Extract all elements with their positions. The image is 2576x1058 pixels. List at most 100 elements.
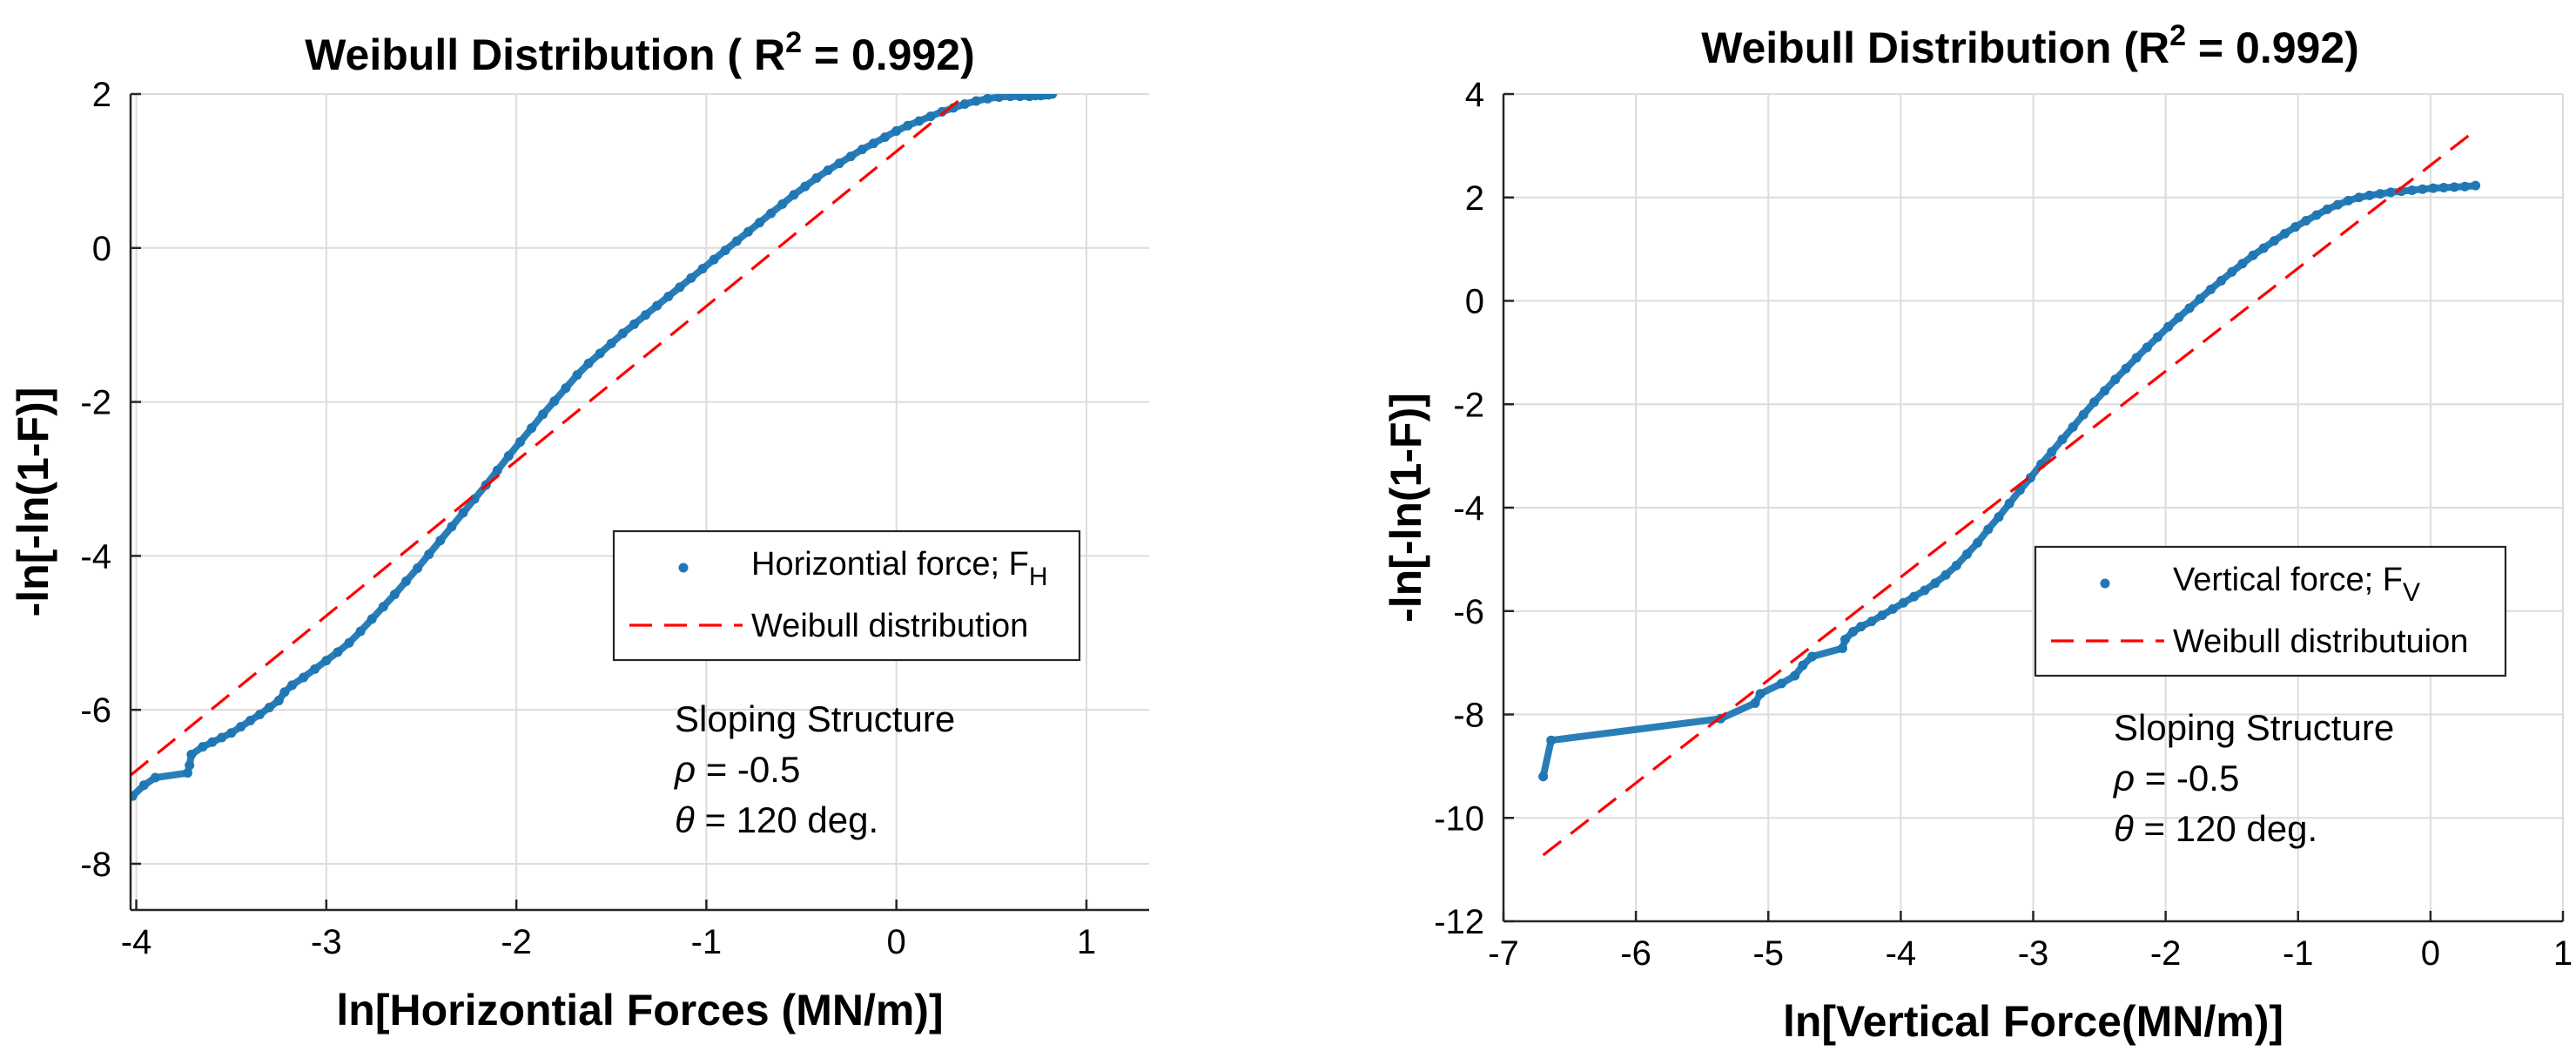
data-point <box>755 218 765 228</box>
annotation-line: ρ = -0.5 <box>2112 758 2239 799</box>
data-point <box>2078 409 2088 420</box>
x-tick-label: -4 <box>121 923 152 961</box>
data-point <box>2088 397 2099 408</box>
data-point <box>447 522 457 532</box>
data-point <box>823 165 833 176</box>
data-point <box>2205 284 2216 294</box>
data-point <box>378 602 388 612</box>
data-point <box>857 145 867 155</box>
data-point <box>207 737 218 747</box>
data-point <box>880 132 891 143</box>
data-point <box>1961 549 1972 559</box>
data-point <box>2174 313 2184 322</box>
y-tick-label: -4 <box>1453 489 1484 528</box>
data-point <box>182 768 192 778</box>
data-point <box>1047 94 1058 99</box>
y-axis-label: -ln[-ln(1-F)] <box>1382 393 1430 623</box>
data-point <box>424 549 434 560</box>
data-point <box>868 138 878 149</box>
data-point <box>344 637 354 648</box>
data-point <box>834 158 844 169</box>
data-point <box>2332 199 2343 210</box>
data-point <box>150 772 160 783</box>
y-tick-label: -8 <box>80 846 111 884</box>
data-point <box>186 749 197 759</box>
data-point <box>606 338 616 348</box>
data-point <box>2375 189 2385 199</box>
legend: Vertical force; FV Weibull distributuion <box>2034 545 2507 677</box>
data-point <box>2216 275 2227 286</box>
data-point <box>492 465 502 475</box>
data-point <box>2057 435 2068 445</box>
legend-box <box>2034 545 2507 677</box>
data-point <box>389 590 400 600</box>
data-point <box>2025 473 2035 483</box>
y-tick-label: -2 <box>80 384 111 422</box>
data-point <box>2344 195 2354 206</box>
data-point <box>2152 332 2162 342</box>
legend-marker-points <box>2100 578 2110 589</box>
data-point <box>982 94 992 104</box>
data-layer <box>1538 129 2481 857</box>
data-point <box>789 190 799 200</box>
data-point <box>2364 190 2375 200</box>
x-tick-label: -1 <box>691 923 723 961</box>
data-point <box>709 254 719 265</box>
legend-label-line: Weibull distributuion <box>2173 623 2468 660</box>
data-layer <box>131 94 1058 801</box>
data-point <box>800 181 810 192</box>
data-point <box>1837 644 1847 653</box>
data-point <box>1856 622 1866 632</box>
data-point <box>641 310 651 320</box>
data-point <box>198 742 208 752</box>
data-point <box>2195 293 2205 304</box>
data-point <box>959 98 970 109</box>
data-point <box>675 282 685 293</box>
y-tick-label: -6 <box>80 691 111 730</box>
data-point <box>549 396 560 407</box>
data-point <box>321 656 332 666</box>
data-point <box>766 208 777 219</box>
data-point <box>2258 243 2269 253</box>
data-point <box>561 383 571 394</box>
data-point <box>572 370 582 381</box>
data-point <box>538 409 548 420</box>
data-point <box>937 106 947 117</box>
data-point <box>2438 182 2449 192</box>
data-point <box>503 450 514 461</box>
x-tick-label: -5 <box>1752 934 1784 973</box>
data-point <box>652 300 662 311</box>
data-point <box>367 614 377 624</box>
data-point <box>2237 259 2248 269</box>
y-tick-label: -6 <box>1453 593 1484 631</box>
data-point <box>1951 561 1961 570</box>
data-point <box>1994 512 2004 522</box>
data-point <box>2047 447 2057 457</box>
data-point <box>279 687 290 697</box>
x-tick-label: -3 <box>311 923 342 961</box>
data-point <box>2227 266 2237 277</box>
x-tick-label: -1 <box>2283 934 2314 973</box>
data-point <box>2407 185 2418 195</box>
data-point <box>1546 735 1557 745</box>
annotation-line: Sloping Structure <box>2114 707 2394 748</box>
data-point <box>2068 421 2078 432</box>
y-tick-label: 2 <box>92 76 111 114</box>
data-point <box>2184 303 2195 313</box>
y-tick-label: -10 <box>1434 799 1484 838</box>
x-tick-label: -2 <box>501 923 532 961</box>
data-point <box>2418 184 2428 194</box>
data-point <box>994 94 1005 103</box>
data-point <box>903 120 913 131</box>
data-point <box>1015 94 1026 102</box>
data-point <box>777 199 788 209</box>
data-point <box>811 172 822 183</box>
data-point <box>1538 772 1549 782</box>
data-point <box>1755 689 1766 699</box>
data-point <box>1866 617 1877 627</box>
annotation-line: Sloping Structure <box>675 698 955 739</box>
data-point <box>914 116 925 126</box>
data-point <box>2311 210 2322 220</box>
x-tick-label: 0 <box>887 923 906 961</box>
data-point <box>663 291 674 301</box>
